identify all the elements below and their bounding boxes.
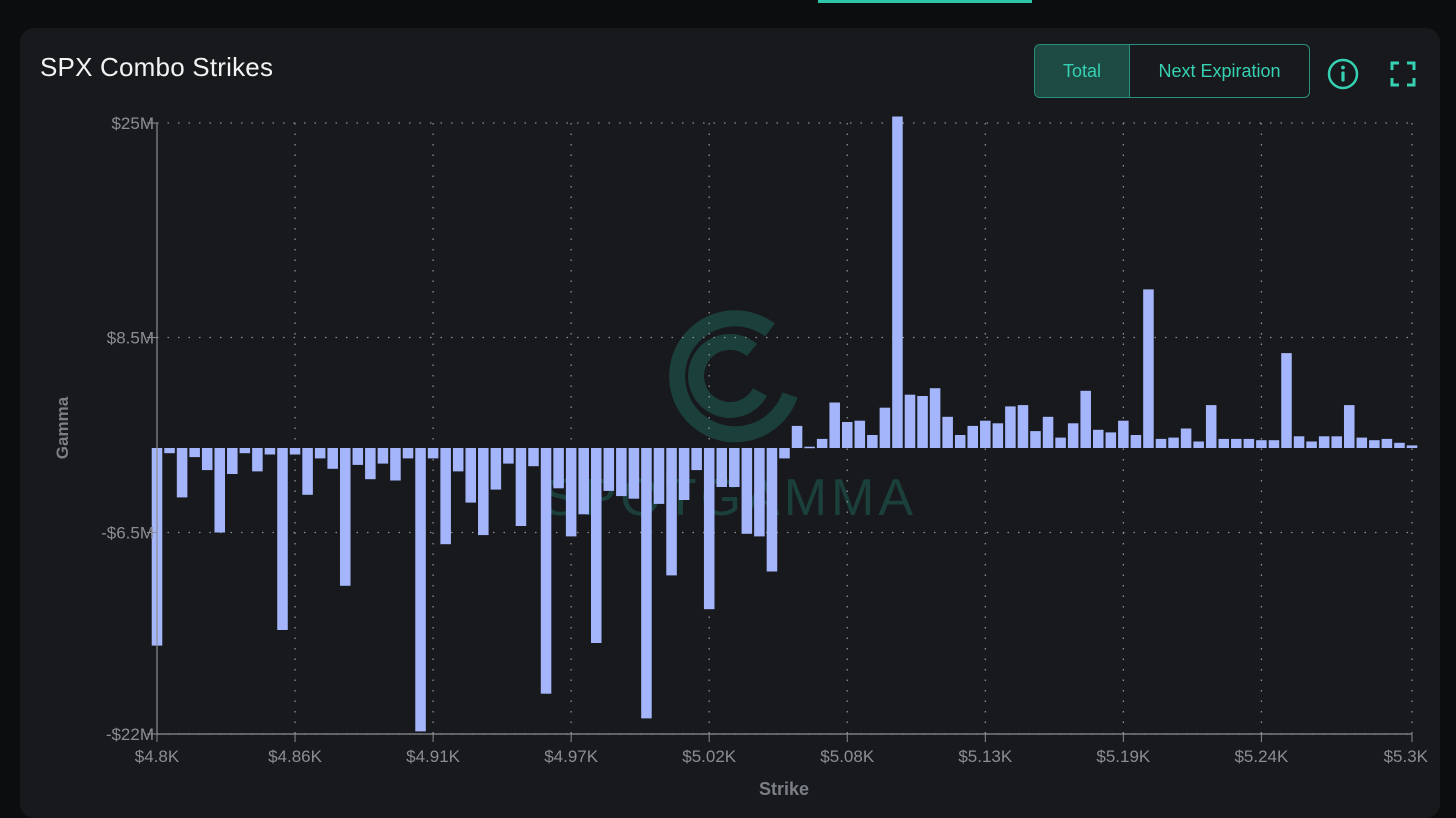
expiration-toggle: Total Next Expiration <box>1034 44 1310 98</box>
expand-icon[interactable] <box>1390 61 1416 87</box>
chart-title: SPX Combo Strikes <box>40 52 274 82</box>
info-icon[interactable] <box>1327 58 1359 90</box>
top-nav-active-indicator <box>818 0 1032 3</box>
total-button[interactable]: Total <box>1035 45 1130 97</box>
chart-card <box>20 28 1440 818</box>
next-expiration-button[interactable]: Next Expiration <box>1158 60 1281 81</box>
